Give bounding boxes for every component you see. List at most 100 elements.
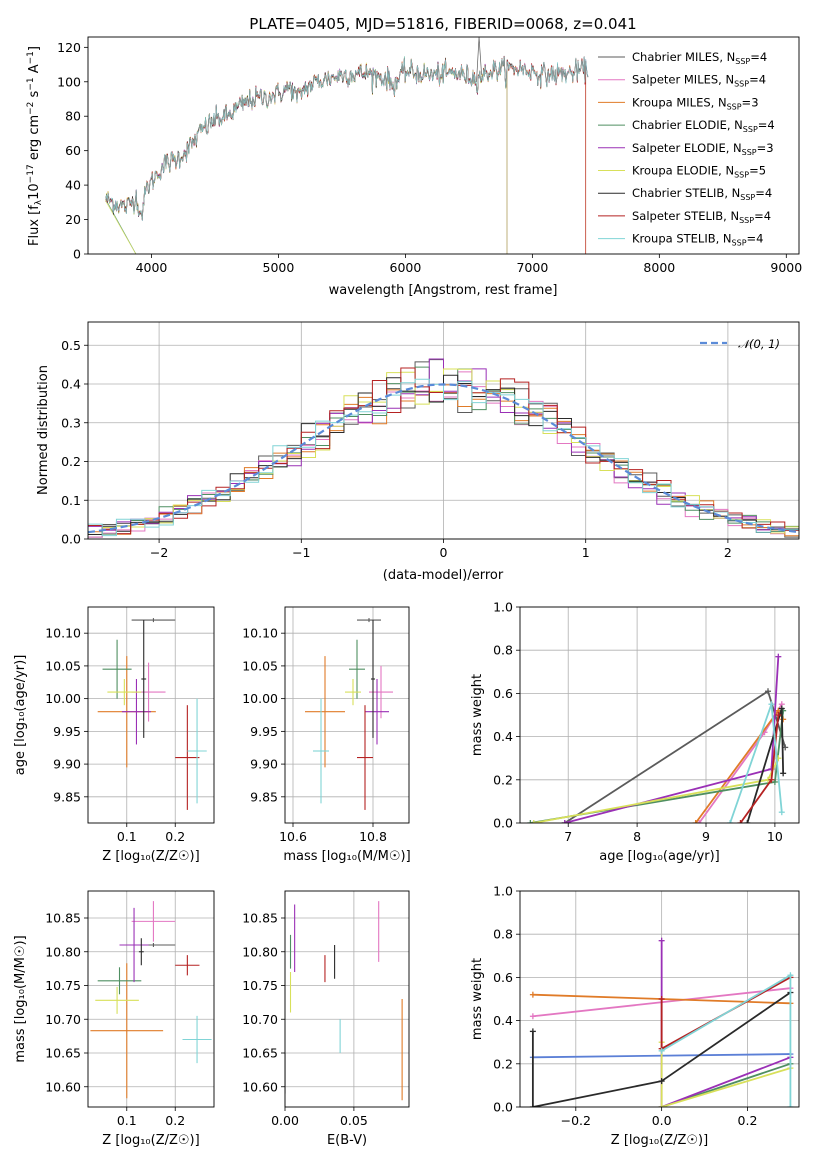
weight-vs-z-line-4 [660,940,791,1107]
spectrum-legend-eq-2: = [742,95,752,109]
spectrum-legend-name-7: Salpeter STELIB [632,209,723,223]
age-vs-mass-ytick-label-2: 9.95 [250,724,278,739]
residuals-ytick-label-3: 0.3 [61,415,81,430]
mass-vs-ebv-xlabel: E(B-V) [327,1133,367,1148]
spectrum-legend-label-2: Kroupa MILES, NSSP=3 [632,95,759,111]
spectrum-legend-sub-1: SSP [734,80,749,89]
mass-vs-ebv-group: 0.00 0.05 10.60 10.65 10.70 10.75 10.80 10.85 E(… [242,890,410,1148]
weight-vs-z-group: −0.2 0.0 0.2 0.0 0.2 0.4 0.6 0.8 1.0 Z [log₁₀(Z/Z… [470,884,800,1148]
spectrum-legend-sub-2: SSP [727,102,742,111]
weight-vs-age-xtick-label-0: 7 [564,829,572,844]
age-vs-mass-ytick-label-3: 10.00 [242,691,278,706]
age-vs-z-xtick-label-1: 0.2 [165,829,185,844]
weight-vs-z-ytick-label-1: 0.2 [493,1056,513,1071]
spectrum-group: 4000 5000 6000 7000 8000 9000 0 20 40 60 80 100 120 C… [26,15,802,298]
spectrum-legend-n-2: , N [711,95,727,109]
mass-vs-ebv-xtick-label-0: 0.00 [271,1113,299,1128]
spectrum-legend-label-5: Kroupa ELODIE, NSSP=5 [632,164,766,180]
spectrum-legend-nssp-5: 5 [759,164,766,178]
spectrum-ylabel-part-b: λ [34,199,44,205]
spectrum-plot-area [105,37,589,254]
spectrum-xtick-label-5: 9000 [770,260,802,275]
mass-vs-z-xtick-label-1: 0.2 [165,1113,185,1128]
age-vs-z-ytick-label-3: 10.00 [45,691,81,706]
weight-vs-age-ytick-label-0: 0.0 [493,816,513,831]
spectrum-legend-eq-7: = [754,209,764,223]
residuals-xtick-label-3: 1 [582,545,590,560]
weight-vs-age-ylabel: mass weight [470,674,485,756]
spectrum-legend-n-1: , N [718,73,734,87]
residuals-ylabel: Normed distribution [36,365,51,495]
spectrum-legend-eq-6: = [755,186,765,200]
spectrum-legend-sub-6: SSP [740,193,755,202]
residuals-xtick-label-0: −2 [150,545,168,560]
weight-vs-age-frame [519,606,800,824]
spectrum-ylabel-part-e: erg cm [27,115,42,164]
spectrum-legend-n-4: , N [726,141,742,155]
residuals-frame [87,321,800,540]
weight-vs-z-line-5 [660,1042,791,1107]
weight-vs-age-plot-area [527,653,789,823]
spectrum-xtick-label-4: 8000 [643,260,675,275]
spectrum-legend-sub-3: SSP [743,125,758,134]
spectrum-legend-eq-3: = [758,118,768,132]
spectrum-xtick-label-3: 7000 [516,260,548,275]
age-vs-mass-ytick-label-0: 9.85 [250,789,278,804]
spectrum-legend-name-0: Chabrier MILES [632,50,719,64]
spectrum-ylabel-part-g: s [27,90,42,101]
age-vs-z-ytick-label-0: 9.85 [53,789,81,804]
residuals-xtick-label-4: 2 [724,545,732,560]
age-vs-z-ytick-label-2: 9.95 [53,724,81,739]
weight-vs-z-xtick-label-1: 0.0 [652,1113,672,1128]
spectrum-legend-nssp-1: 4 [759,73,766,87]
spectrum-legend-sub-4: SSP [742,148,757,157]
spectrum-legend-n-6: , N [724,186,740,200]
spectrum-legend-eq-8: = [747,232,757,246]
weight-vs-age-line-7 [739,714,780,823]
weight-vs-z-ytick-label-0: 0.0 [493,1100,513,1115]
spectrum-legend-name-8: Kroupa STELIB [632,232,716,246]
spectrum-legend-nssp-7: 4 [764,209,771,223]
spectrum-ylabel-part-d: −17 [26,164,36,183]
weight-vs-z-line-6 [531,991,791,1107]
mass-vs-ebv-ytick-label-2: 10.70 [242,1012,278,1027]
mass-vs-ebv-ytick-label-3: 10.75 [242,978,278,993]
spectrum-ytick-label-3: 60 [65,143,81,158]
residuals-plot-area [88,358,799,538]
spectrum-ylabel: Flux [fλ10−17 erg cm−2 s−1 A−1] [26,46,44,246]
weight-vs-z-ylabel: mass weight [470,958,485,1040]
age-vs-mass-xlabel: mass [log₁₀(M/M☉)] [283,849,410,864]
age-vs-z-ytick-label-4: 10.05 [45,658,81,673]
weight-vs-age-group: 7 8 9 10 0.0 0.2 0.4 0.6 0.8 1.0 age [log₁₀(age/yr… [470,600,800,864]
mass-vs-z-ytick-label-5: 10.85 [45,911,81,926]
mass-vs-z-xtick-label-0: 0.1 [117,1113,137,1128]
mass-vs-z-xlabel: Z [log₁₀(Z/Z☉)] [102,1133,199,1148]
weight-vs-z-xtick-label-2: 0.2 [738,1113,758,1128]
weight-vs-z-xlabel: Z [log₁₀(Z/Z☉)] [611,1133,708,1148]
weight-vs-age-xtick-label-1: 8 [633,829,641,844]
spectrum-legend-label-7: Salpeter STELIB, NSSP=4 [632,209,771,225]
weight-vs-z-plot-area [529,937,794,1107]
weight-vs-age-xtick-label-3: 10 [767,829,783,844]
spectrum-ytick-label-6: 120 [57,40,81,55]
weight-vs-z-ytick-label-3: 0.6 [493,970,513,985]
residuals-xtick-label-2: 0 [440,545,448,560]
spectrum-legend-name-5: Kroupa ELODIE [632,164,718,178]
spectrum-legend-label-0: Chabrier MILES, NSSP=4 [632,50,767,66]
spectrum-legend-nssp-3: 4 [767,118,774,132]
age-vs-mass-ytick-label-5: 10.10 [242,626,278,641]
weight-vs-z-xtick-label-0: −0.2 [561,1113,591,1128]
spectrum-legend-nssp-2: 3 [751,95,758,109]
mass-vs-ebv-ytick-label-1: 10.65 [242,1046,278,1061]
spectrum-ytick-label-4: 80 [65,109,81,124]
residuals-xlabel: (data-model)/error [383,568,504,583]
residuals-ytick-label-4: 0.4 [61,377,81,392]
spectrum-legend-label-6: Chabrier STELIB, NSSP=4 [632,186,772,202]
spectrum-legend-label-4: Salpeter ELODIE, NSSP=3 [632,141,774,157]
residuals-ytick-label-0: 0.0 [61,532,81,547]
spectrum-series-line-8 [105,56,589,221]
spectrum-ylabel-part-a: Flux [f [27,205,42,246]
spectrum-legend-nssp-8: 4 [756,232,763,246]
